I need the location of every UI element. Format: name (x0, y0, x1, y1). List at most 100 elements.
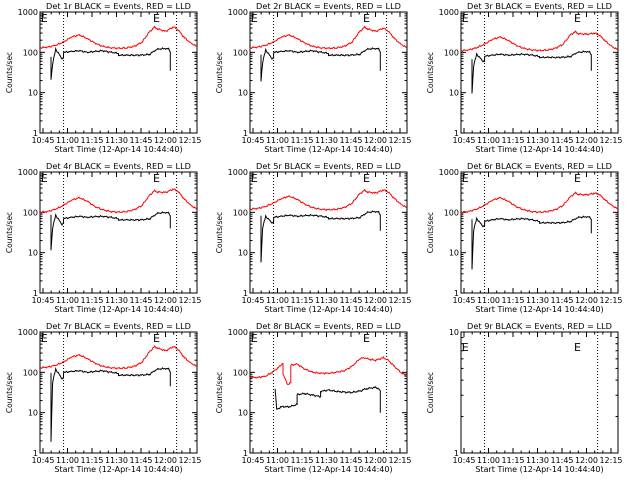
y-tick-label: 1000 (439, 168, 459, 177)
event-marker-label: E (41, 172, 48, 185)
event-marker-label: E (41, 332, 48, 345)
x-tick-label: 10:45 (31, 136, 54, 145)
y-axis-label: Counts/sec (426, 212, 435, 253)
x-tick-label: 12:15 (388, 456, 411, 465)
x-tick-label: 12:15 (388, 296, 411, 305)
lld-series-line (40, 25, 198, 50)
x-tick-label: 11:45 (550, 296, 573, 305)
x-tick-label: 12:00 (575, 136, 598, 145)
y-tick-label: 100 (23, 208, 38, 217)
y-axis-label: Counts/sec (426, 52, 435, 93)
y-tick-label: 1 (33, 289, 38, 298)
y-tick-label: 1000 (228, 168, 248, 177)
y-axis-label: Counts/sec (5, 212, 14, 253)
lld-series-line (460, 30, 619, 53)
panel-title: Det 2r BLACK = Events, RED = LLD (256, 1, 401, 11)
x-axis-label: Start Time (12-Apr-14 10:44:40) (264, 145, 392, 154)
y-axis-label: Counts/sec (5, 372, 14, 413)
x-tick-label: 11:00 (266, 456, 289, 465)
event-marker-label: E (363, 172, 370, 185)
x-axis-label: Start Time (12-Apr-14 10:44:40) (475, 145, 603, 154)
x-tick-label: 11:15 (290, 456, 313, 465)
x-tick-label: 12:15 (599, 296, 622, 305)
plot-frame (39, 171, 198, 294)
x-tick-label: 10:45 (452, 136, 475, 145)
x-tick-label: 12:00 (154, 296, 177, 305)
x-tick-label: 11:30 (315, 136, 338, 145)
x-tick-label: 11:45 (129, 456, 152, 465)
x-tick-label: 11:15 (290, 296, 313, 305)
y-tick-label: 100 (233, 368, 248, 377)
event-marker-label: E (462, 172, 469, 185)
y-tick-label: 10 (28, 249, 38, 258)
x-axis-label: Start Time (12-Apr-14 10:44:40) (475, 305, 603, 314)
x-tick-label: 11:15 (501, 456, 524, 465)
lld-series-line (250, 25, 408, 50)
x-tick-label: 10:45 (241, 136, 264, 145)
x-tick-label: 11:30 (105, 296, 128, 305)
x-tick-label: 11:45 (339, 456, 362, 465)
x-tick-label: 11:00 (266, 136, 289, 145)
plot-frame (39, 11, 198, 134)
x-tick-label: 12:15 (388, 136, 411, 145)
y-tick-label: 100 (233, 48, 248, 57)
event-marker-label: E (574, 12, 581, 25)
y-tick-label: 1000 (228, 328, 248, 337)
events-series-line (471, 215, 592, 270)
y-axis-label: Counts/sec (215, 212, 224, 253)
x-tick-label: 10:45 (31, 296, 54, 305)
y-axis-label: Counts/sec (215, 372, 224, 413)
x-tick-label: 11:45 (339, 136, 362, 145)
x-tick-label: 11:00 (477, 296, 500, 305)
x-tick-label: 11:00 (477, 456, 500, 465)
x-tick-label: 12:00 (154, 136, 177, 145)
y-tick-label: 1 (243, 129, 248, 138)
x-tick-label: 12:15 (599, 456, 622, 465)
x-tick-label: 11:30 (105, 136, 128, 145)
y-tick-label: 1 (243, 289, 248, 298)
plot-frame (249, 331, 408, 454)
y-tick-label: 100 (444, 208, 459, 217)
x-tick-label: 12:15 (178, 296, 201, 305)
lld-series-line (40, 188, 198, 214)
x-tick-label: 11:00 (56, 296, 79, 305)
x-tick-label: 11:30 (105, 456, 128, 465)
y-tick-label: 1000 (439, 8, 459, 17)
y-tick-label: 1 (454, 129, 459, 138)
x-tick-label: 11:30 (526, 296, 549, 305)
x-axis-label: Start Time (12-Apr-14 10:44:40) (54, 465, 182, 474)
panel-title: Det 6r BLACK = Events, RED = LLD (467, 161, 612, 171)
x-axis-label: Start Time (12-Apr-14 10:44:40) (54, 145, 182, 154)
y-tick-label: 1 (454, 289, 459, 298)
panel-title: Det 4r BLACK = Events, RED = LLD (46, 161, 191, 171)
y-axis-label: Counts/sec (215, 52, 224, 93)
panel-title: Det 5r BLACK = Events, RED = LLD (256, 161, 401, 171)
lld-series-line (461, 191, 619, 214)
y-tick-label: 10 (449, 89, 459, 98)
lld-series-line (40, 345, 198, 370)
event-marker-label: E (363, 12, 370, 25)
event-marker-label: E (41, 12, 48, 25)
event-marker-label: E (153, 332, 160, 345)
events-series-line (471, 50, 592, 94)
x-tick-label: 11:15 (501, 296, 524, 305)
event-marker-label: E (462, 341, 469, 354)
y-tick-label: 1000 (228, 8, 248, 17)
x-tick-label: 11:30 (526, 456, 549, 465)
x-tick-label: 11:00 (56, 456, 79, 465)
x-axis-label: Start Time (12-Apr-14 10:44:40) (475, 465, 603, 474)
y-tick-label: 1 (33, 449, 38, 458)
panel-title: Det 1r BLACK = Events, RED = LLD (46, 1, 191, 11)
x-tick-label: 10:45 (452, 456, 475, 465)
y-tick-label: 10 (28, 409, 38, 418)
panel-title: Det 3r BLACK = Events, RED = LLD (467, 1, 612, 11)
x-tick-label: 11:00 (477, 136, 500, 145)
panel-det-1: Det 1r BLACK = Events, RED = LLD 10:45 11:… (5, 1, 202, 154)
plot-frame (460, 11, 619, 134)
